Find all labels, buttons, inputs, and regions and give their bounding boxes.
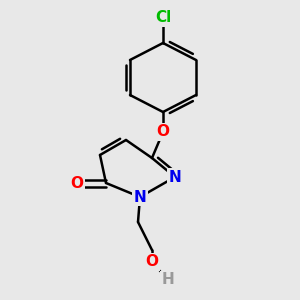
Text: O: O [157, 124, 169, 140]
Text: N: N [134, 190, 146, 205]
Text: O: O [70, 176, 83, 190]
Text: N: N [169, 169, 182, 184]
Text: O: O [146, 254, 158, 269]
Text: Cl: Cl [155, 11, 171, 26]
Text: H: H [162, 272, 174, 287]
